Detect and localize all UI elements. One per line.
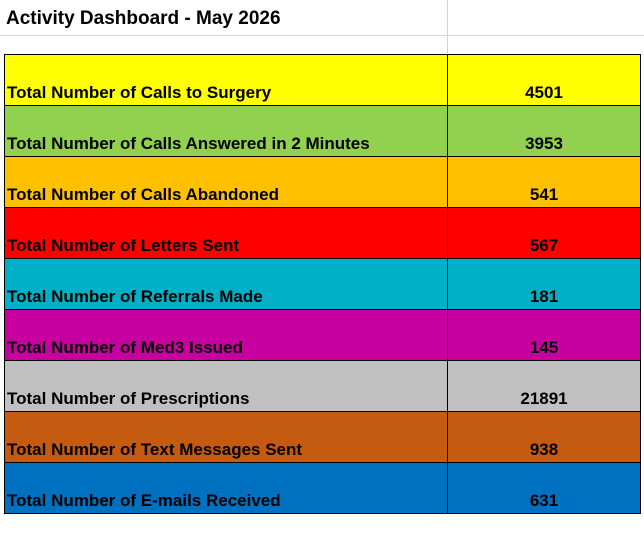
metric-value[interactable]: 631	[447, 462, 641, 514]
metric-value[interactable]: 541	[447, 156, 641, 208]
table-row: Total Number of Calls Abandoned 541	[4, 156, 641, 208]
metric-value[interactable]: 21891	[447, 360, 641, 412]
metric-value[interactable]: 938	[447, 411, 641, 463]
metric-label[interactable]: Total Number of Med3 Issued	[4, 309, 448, 361]
metric-label[interactable]: Total Number of Calls Abandoned	[4, 156, 448, 208]
title-row: Activity Dashboard - May 2026	[0, 0, 644, 36]
table-row: Total Number of Referrals Made 181	[4, 258, 641, 310]
empty-cell[interactable]	[448, 0, 644, 36]
metric-value[interactable]: 3953	[447, 105, 641, 157]
table-row: Total Number of Text Messages Sent 938	[4, 411, 641, 463]
table-row: Total Number of E-mails Received 631	[4, 462, 641, 514]
empty-row	[0, 36, 644, 54]
empty-cell[interactable]	[0, 36, 448, 54]
table-row: Total Number of Prescriptions 21891	[4, 360, 641, 412]
table-row: Total Number of Med3 Issued 145	[4, 309, 641, 361]
metric-label[interactable]: Total Number of Calls Answered in 2 Minu…	[4, 105, 448, 157]
metric-value[interactable]: 4501	[447, 54, 641, 106]
metric-label[interactable]: Total Number of Calls to Surgery	[4, 54, 448, 106]
activity-table: Total Number of Calls to Surgery 4501 To…	[4, 54, 641, 514]
table-row: Total Number of Calls to Surgery 4501	[4, 54, 641, 106]
metric-value[interactable]: 181	[447, 258, 641, 310]
table-row: Total Number of Letters Sent 567	[4, 207, 641, 259]
metric-label[interactable]: Total Number of E-mails Received	[4, 462, 448, 514]
table-row: Total Number of Calls Answered in 2 Minu…	[4, 105, 641, 157]
metric-value[interactable]: 145	[447, 309, 641, 361]
metric-label[interactable]: Total Number of Referrals Made	[4, 258, 448, 310]
metric-value[interactable]: 567	[447, 207, 641, 259]
metric-label[interactable]: Total Number of Prescriptions	[4, 360, 448, 412]
dashboard-title[interactable]: Activity Dashboard - May 2026	[0, 0, 448, 36]
metric-label[interactable]: Total Number of Text Messages Sent	[4, 411, 448, 463]
metric-label[interactable]: Total Number of Letters Sent	[4, 207, 448, 259]
